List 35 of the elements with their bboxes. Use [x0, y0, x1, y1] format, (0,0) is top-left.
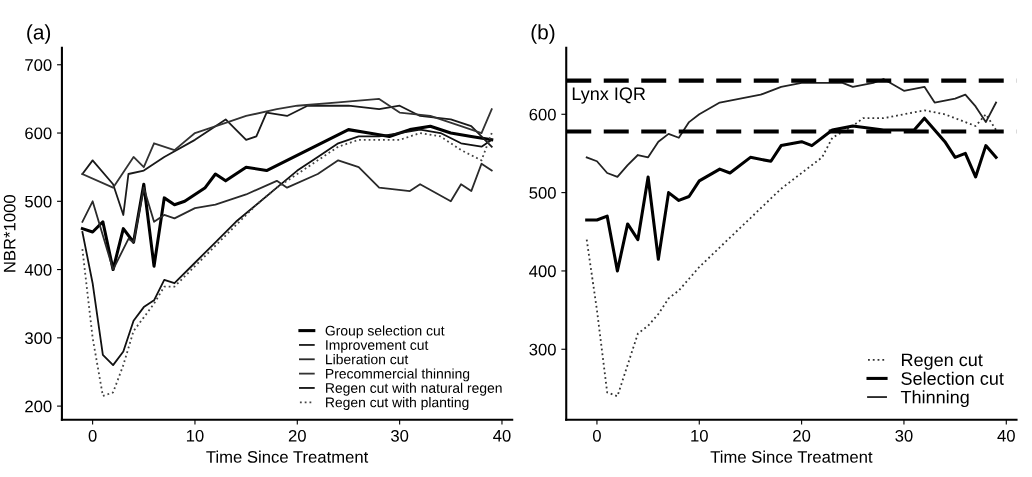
x-tick-label: 20 — [288, 429, 306, 442]
x-tick-label: 0 — [88, 429, 97, 442]
chart-title: (b) — [531, 24, 555, 44]
x-tick-label: 10 — [186, 429, 204, 442]
legend-label: Liberation cut — [326, 354, 409, 365]
legend-label: Group selection cut — [325, 325, 445, 339]
x-tick-label: 40 — [997, 429, 1015, 442]
y-tick-label: 500 — [529, 187, 556, 199]
legend-label: Regen cut with planting — [326, 397, 469, 411]
y-axis-title: NBR*1000 — [3, 195, 16, 272]
x-tick-label: 30 — [391, 429, 409, 442]
legend-label: Precommercial thinning — [326, 368, 470, 382]
y-tick-label: 200 — [25, 400, 52, 413]
x-axis-title: Time Since Treatment — [206, 450, 369, 463]
x-tick-label: 10 — [691, 429, 708, 442]
chart-title: (a) — [27, 24, 51, 44]
x-tick-label: 20 — [793, 429, 811, 442]
legend-label: Improvement cut — [326, 340, 429, 353]
legend-label: Regen cut with natural regen — [326, 382, 502, 396]
y-tick-label: 500 — [25, 195, 52, 208]
y-tick-label: 400 — [529, 265, 556, 278]
legend-label: Selection cut — [901, 371, 1004, 385]
y-tick-label: 300 — [529, 343, 556, 356]
y-tick-label: 700 — [25, 59, 52, 71]
legend-label: Regen cut — [901, 353, 983, 370]
y-tick-label: 600 — [529, 108, 556, 121]
y-tick-label: 600 — [25, 127, 52, 140]
x-tick-label: 30 — [895, 429, 913, 442]
x-tick-label: 40 — [493, 429, 511, 442]
ref-line-label: Lynx IQR — [572, 87, 646, 104]
x-tick-label: 0 — [592, 429, 601, 442]
legend-label: Thinning — [900, 390, 969, 408]
x-axis-title: Time Since Treatment — [710, 450, 873, 463]
y-tick-label: 400 — [24, 263, 52, 276]
y-tick-label: 300 — [25, 332, 52, 345]
